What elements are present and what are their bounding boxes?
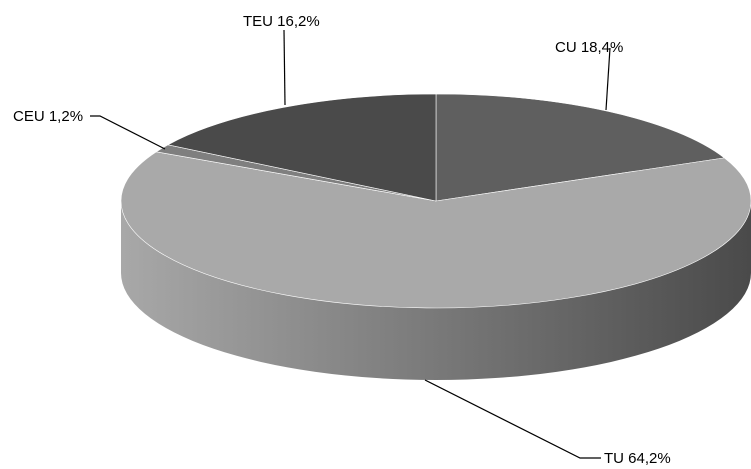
- pie-side-wall: [121, 201, 751, 380]
- pie-slices: [120, 93, 751, 309]
- slice-label-ceu: CEU 1,2%: [13, 108, 83, 125]
- leader-line-ceu: [90, 115, 166, 150]
- pie-slice-tu: [120, 151, 751, 309]
- pie-slice-cu: [435, 93, 726, 202]
- leader-lines: [90, 29, 611, 459]
- slice-label-tu: TU 64,2%: [604, 450, 671, 467]
- leader-line-teu: [283, 29, 286, 106]
- leader-line-cu: [605, 47, 611, 111]
- pie-slice-teu: [167, 93, 437, 202]
- slice-label-cu: CU 18,4%: [555, 39, 623, 56]
- leader-line-tu: [424, 379, 601, 459]
- slice-label-teu: TEU 16,2%: [243, 13, 320, 30]
- data-labels: CU 18,4% TEU 16,2% CEU 1,2% TU 64,2%: [13, 13, 671, 467]
